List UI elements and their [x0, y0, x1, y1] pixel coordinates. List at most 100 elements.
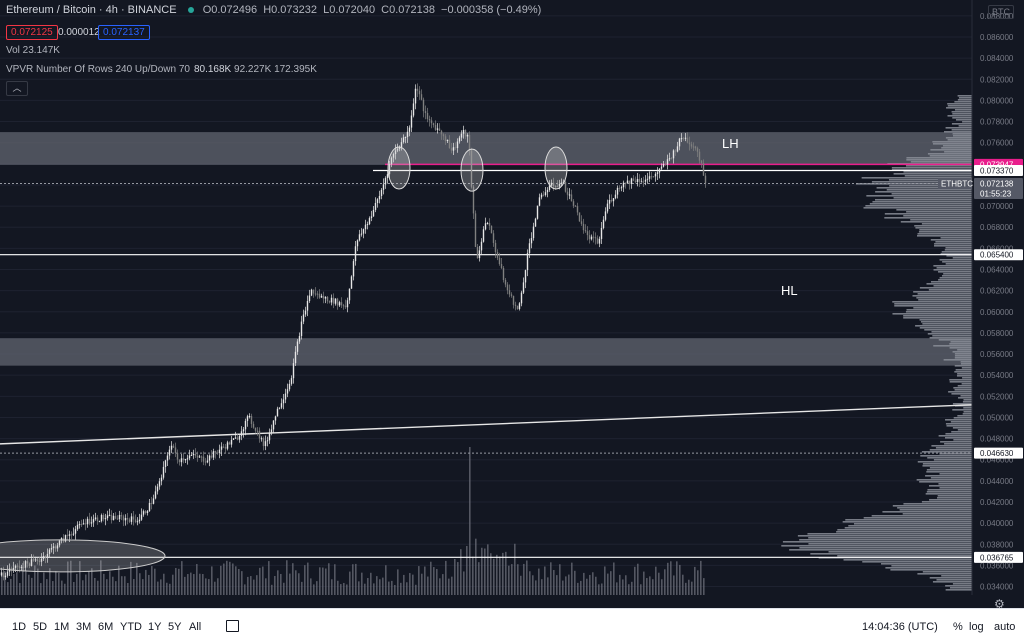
vpvr-bar — [949, 343, 972, 345]
volume-bar — [325, 568, 327, 595]
vpvr-bar — [797, 535, 972, 537]
vpvr-bar — [918, 299, 972, 301]
candle-body — [350, 276, 353, 289]
vpvr-bar — [933, 265, 972, 267]
candle-body — [140, 514, 143, 520]
range-all[interactable]: All — [189, 621, 202, 633]
candle-body — [134, 519, 137, 522]
sell-price-button[interactable]: 0.072125 — [6, 25, 58, 40]
candle-body — [436, 128, 439, 130]
volume-profile — [781, 95, 972, 591]
vpvr-bar — [918, 231, 972, 233]
vpvr-bar — [842, 521, 972, 523]
candle-body — [230, 439, 233, 445]
range-6m[interactable]: 6M — [98, 621, 114, 633]
candle-body — [704, 175, 707, 183]
volume-bar — [442, 574, 444, 595]
vpvr-bar — [952, 135, 972, 137]
axis-background — [972, 0, 1024, 595]
volume-bar — [286, 560, 288, 595]
vpvr-bar — [929, 337, 972, 339]
vpvr-total: 172.395K — [274, 64, 317, 75]
range-5y[interactable]: 5Y — [168, 621, 182, 633]
candle-body — [288, 383, 291, 390]
volume-bar — [661, 579, 663, 595]
volume-bar — [535, 580, 537, 595]
candle-body — [326, 296, 329, 302]
log-toggle[interactable]: log — [969, 621, 984, 633]
vpvr-bar — [937, 497, 972, 499]
candle-body — [548, 185, 551, 190]
candle-body — [620, 187, 623, 189]
vpvr-bar — [939, 277, 972, 279]
range-ytd[interactable]: YTD — [120, 621, 142, 633]
vpvr-bar — [921, 501, 972, 503]
candle-body — [236, 437, 239, 440]
candle-body — [512, 295, 515, 305]
candle-body — [30, 559, 33, 566]
candle-body — [112, 515, 115, 521]
gear-icon[interactable]: ⚙ — [994, 597, 1005, 611]
candle-body — [204, 461, 207, 463]
buy-price-button[interactable]: 0.072137 — [98, 25, 150, 40]
candle-body — [472, 186, 475, 214]
symbol-title[interactable]: Ethereum / Bitcoin · 4h · BINANCE — [6, 4, 177, 16]
calendar-icon[interactable] — [226, 620, 239, 632]
volume-bar — [4, 570, 6, 595]
vpvr-legend[interactable]: VPVR Number Of Rows 240 Up/Down 70 80.168… — [6, 64, 317, 75]
candle-body — [378, 196, 381, 200]
volume-bar — [127, 583, 129, 595]
vpvr-bar — [922, 465, 972, 467]
candle-body — [374, 202, 377, 210]
currency-label[interactable]: BTC — [988, 5, 1014, 19]
vpvr-bar — [963, 399, 972, 401]
candle-body — [698, 151, 701, 161]
auto-toggle[interactable]: auto — [994, 621, 1016, 633]
candle-body — [406, 131, 409, 137]
volume-bar — [202, 574, 204, 595]
range-5d[interactable]: 5D — [33, 621, 48, 633]
vpvr-bar — [961, 367, 972, 369]
price-chart[interactable]: 0.088000 0.086000 0.084000 0.082000 0.080000… — [0, 0, 1024, 595]
volume-bar — [139, 573, 141, 595]
candle-body — [260, 438, 263, 440]
percent-toggle[interactable]: % — [953, 621, 963, 633]
range-1d[interactable]: 1D — [12, 621, 27, 633]
volume-bar — [562, 580, 564, 595]
candle-body — [390, 157, 393, 165]
candle-body — [262, 438, 265, 447]
vpvr-bar — [951, 129, 972, 131]
price-axis[interactable]: 0.088000 0.086000 0.084000 0.082000 0.080000… — [938, 0, 1024, 595]
vpvr-bar — [934, 245, 972, 247]
candle-body — [182, 458, 185, 461]
volume-bar — [589, 574, 591, 595]
candle-body — [380, 189, 383, 197]
range-1y[interactable]: 1Y — [148, 621, 162, 633]
range-3m[interactable]: 3M — [76, 621, 92, 633]
candle-body — [672, 150, 675, 159]
vpvr-bar — [905, 165, 972, 167]
vpvr-bar — [930, 149, 972, 151]
candle-body — [588, 235, 591, 240]
candle-body — [602, 219, 605, 228]
candle-body — [640, 181, 643, 183]
range-1m[interactable]: 1M — [54, 621, 70, 633]
vpvr-bar — [837, 555, 972, 557]
candle-body — [438, 128, 441, 131]
candle-body — [650, 176, 653, 178]
volume-bar — [529, 571, 531, 595]
utc-clock[interactable]: 14:04:36 (UTC) — [862, 621, 938, 633]
volume-legend[interactable]: Vol 23.147K — [6, 45, 60, 56]
volume-bar — [475, 538, 477, 595]
vpvr-bar — [942, 145, 972, 147]
volume-bar — [658, 572, 660, 595]
candle-body — [366, 224, 369, 226]
chevron-up-icon[interactable]: ︿ — [6, 81, 28, 96]
volume-bar — [427, 576, 429, 595]
candle-body — [174, 447, 177, 453]
volume-bar — [148, 574, 150, 595]
vpvr-bar — [956, 375, 972, 377]
volume-bar — [583, 572, 585, 595]
y-tick-label: 0.086000 — [980, 33, 1014, 42]
candle-body — [492, 233, 495, 243]
